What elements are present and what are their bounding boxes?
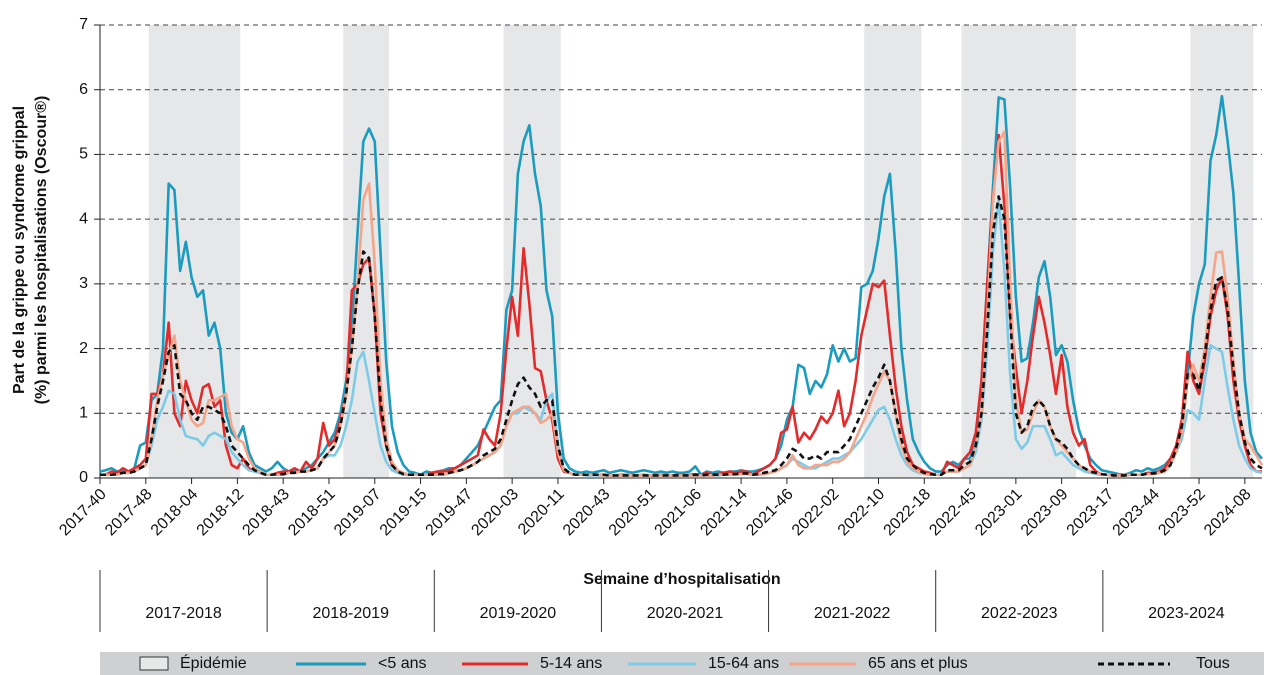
x-tick-label: 2023-17 [1064, 486, 1118, 540]
legend-label: 65 ans et plus [868, 655, 968, 672]
x-tick-label: 2023-01 [972, 486, 1026, 540]
x-tick-label: 2022-45 [926, 486, 980, 540]
series-line [99, 94, 1263, 477]
y-tick-label: 2 [79, 340, 88, 357]
x-tick-label: 2018-04 [148, 486, 202, 540]
season-label: 2018-2019 [312, 605, 389, 622]
y-tick-label: 6 [79, 81, 88, 98]
series-line [100, 198, 1263, 477]
x-tick-label: 2017-48 [102, 486, 156, 540]
x-tick-label: 2021-14 [697, 486, 751, 540]
legend-label: Épidémie [180, 653, 247, 672]
x-tick-label: 2020-51 [606, 486, 660, 540]
x-tick-label: 2017-40 [56, 486, 110, 540]
season-label: 2021-2022 [814, 605, 891, 622]
legend-label: 15-64 ans [708, 655, 779, 672]
x-axis-label: Semaine d’hospitalisation [583, 571, 780, 588]
x-tick-label: 2022-02 [789, 486, 843, 540]
season-label: 2022-2023 [981, 605, 1058, 622]
legend-label: <5 ans [378, 655, 426, 672]
legend: Épidémie <5 ans 5-14 ans 15-64 ans 65 ans et… [100, 652, 1264, 675]
x-tick-label: 2020-03 [468, 486, 522, 540]
x-tick-label: 2018-51 [285, 486, 339, 540]
x-tick-label: 2022-18 [881, 486, 935, 540]
y-axis-label-line: Part de la grippe ou syndrome grippal [11, 106, 28, 394]
y-tick-label: 7 [79, 16, 88, 33]
x-tick-label: 2023-09 [1018, 486, 1072, 540]
legend-label: Tous [1196, 655, 1230, 672]
y-tick-label: 1 [79, 405, 88, 422]
legend-label: 5-14 ans [540, 655, 602, 672]
series-line [100, 130, 1264, 477]
epidemic-band [864, 25, 922, 478]
x-tick-label: 2021-46 [743, 486, 797, 540]
series-line [100, 133, 1262, 477]
y-tick-label: 5 [79, 146, 88, 163]
x-tick-label: 2024-08 [1201, 486, 1255, 540]
y-axis-label-line: (%) parmi les hospitalisations (Oscour®) [33, 96, 50, 405]
x-tick-label: 2018-12 [194, 486, 248, 540]
x-tick-label: 2020-43 [560, 486, 614, 540]
season-label: 2023-2024 [1148, 605, 1225, 622]
x-tick-label: 2021-06 [652, 486, 706, 540]
y-axis-label: Part de la grippe ou syndrome grippal (%… [11, 96, 50, 405]
x-tick-label: 2019-07 [331, 486, 385, 540]
x-tick-label: 2018-43 [239, 486, 293, 540]
x-tick-label: 2023-44 [1110, 486, 1164, 540]
season-label: 2019-2020 [480, 605, 557, 622]
x-tick-label: 2022-10 [835, 486, 889, 540]
x-tick-label: 2019-15 [377, 486, 431, 540]
series-line [100, 195, 1263, 477]
y-tick-label: 4 [79, 210, 88, 227]
x-tick-label: 2023-52 [1155, 486, 1209, 540]
x-tick-label: 2020-11 [515, 486, 568, 539]
x-tick-label: 2019-47 [423, 486, 477, 540]
season-label: 2020-2021 [647, 605, 724, 622]
season-label: 2017-2018 [145, 605, 222, 622]
legend-swatch [139, 656, 169, 671]
y-tick-label: 3 [79, 275, 88, 292]
y-tick-label: 0 [79, 469, 88, 486]
